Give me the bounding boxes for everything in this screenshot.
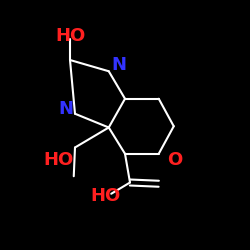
Text: HO: HO [90, 187, 120, 205]
Text: O: O [168, 151, 183, 169]
Text: N: N [111, 56, 126, 74]
Text: HO: HO [55, 27, 85, 45]
Text: N: N [59, 100, 74, 118]
Text: HO: HO [44, 151, 74, 169]
